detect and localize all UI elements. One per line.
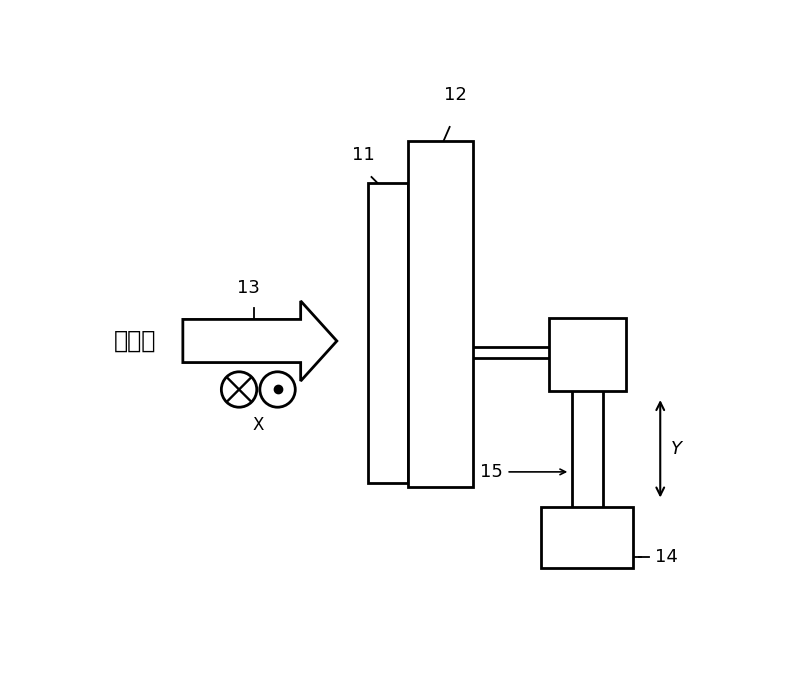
Bar [549,318,626,391]
Text: Y: Y [671,440,682,458]
Text: 12: 12 [444,86,467,104]
Bar [368,183,408,484]
Text: 14: 14 [655,547,678,565]
Polygon shape [183,301,337,381]
Text: 13: 13 [237,279,260,297]
Bar [541,507,634,568]
Bar [408,140,473,487]
Text: 离子束: 离子束 [114,329,156,353]
Text: X: X [253,417,264,435]
Text: 11: 11 [353,146,375,164]
Text: 15: 15 [479,463,502,481]
